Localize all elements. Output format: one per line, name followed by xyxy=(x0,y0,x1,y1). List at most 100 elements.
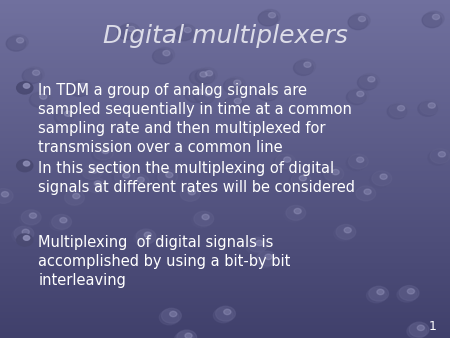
Bar xyxy=(0,47,450,49)
Circle shape xyxy=(258,86,278,101)
Bar xyxy=(0,84,450,86)
Circle shape xyxy=(269,13,276,18)
Circle shape xyxy=(387,104,407,119)
Bar xyxy=(0,142,450,144)
Circle shape xyxy=(153,49,172,64)
Bar xyxy=(0,275,450,277)
Circle shape xyxy=(192,69,211,83)
Circle shape xyxy=(346,156,366,171)
Circle shape xyxy=(438,152,446,157)
Bar xyxy=(0,93,450,95)
Bar xyxy=(0,250,450,252)
Circle shape xyxy=(50,216,69,231)
Circle shape xyxy=(428,150,448,165)
Circle shape xyxy=(348,154,368,169)
Bar xyxy=(0,101,450,103)
Bar xyxy=(0,46,450,47)
Circle shape xyxy=(195,69,215,84)
Bar xyxy=(0,255,450,257)
Bar xyxy=(0,161,450,162)
Circle shape xyxy=(17,82,33,94)
Text: In this section the multiplexing of digital
signals at different rates will be c: In this section the multiplexing of digi… xyxy=(38,161,355,195)
Circle shape xyxy=(17,160,33,172)
Circle shape xyxy=(284,157,291,162)
Bar xyxy=(0,260,450,262)
Circle shape xyxy=(273,155,293,170)
Bar xyxy=(0,296,450,297)
Bar xyxy=(0,179,450,181)
Circle shape xyxy=(52,214,72,229)
Bar xyxy=(0,2,450,3)
Circle shape xyxy=(357,91,364,97)
Bar xyxy=(0,272,450,274)
Bar xyxy=(0,226,450,228)
Bar xyxy=(0,304,450,306)
Bar xyxy=(0,225,450,226)
Bar xyxy=(0,252,450,254)
Circle shape xyxy=(248,237,268,252)
Bar xyxy=(0,144,450,145)
Circle shape xyxy=(162,308,181,323)
Bar xyxy=(0,98,450,100)
Bar xyxy=(0,308,450,309)
Bar xyxy=(0,147,450,149)
Circle shape xyxy=(40,94,47,99)
Bar xyxy=(0,281,450,282)
Bar xyxy=(0,91,450,93)
Circle shape xyxy=(275,154,295,169)
Bar xyxy=(0,284,450,286)
Circle shape xyxy=(409,322,429,337)
Circle shape xyxy=(176,24,196,39)
Bar xyxy=(0,228,450,230)
Bar xyxy=(0,174,450,176)
Circle shape xyxy=(192,213,211,228)
Bar xyxy=(0,41,450,42)
Circle shape xyxy=(119,165,126,170)
Circle shape xyxy=(163,50,170,56)
Bar xyxy=(0,316,450,318)
Circle shape xyxy=(368,76,375,82)
Text: 1: 1 xyxy=(428,320,436,333)
Bar xyxy=(0,277,450,279)
Bar xyxy=(0,24,450,25)
Circle shape xyxy=(304,62,311,67)
Bar xyxy=(0,223,450,225)
Bar xyxy=(0,118,450,120)
Bar xyxy=(0,154,450,155)
Bar xyxy=(0,319,450,321)
Circle shape xyxy=(377,289,384,295)
Circle shape xyxy=(198,68,217,82)
Bar xyxy=(0,64,450,66)
Bar xyxy=(0,324,450,326)
Bar xyxy=(0,233,450,235)
Bar xyxy=(0,10,450,12)
Circle shape xyxy=(354,188,373,202)
Bar xyxy=(0,90,450,91)
Circle shape xyxy=(194,211,214,226)
Text: Digital multiplexers: Digital multiplexers xyxy=(103,24,347,48)
Circle shape xyxy=(255,253,274,268)
Bar xyxy=(0,29,450,30)
Bar xyxy=(0,286,450,287)
Circle shape xyxy=(123,173,130,178)
Circle shape xyxy=(202,214,209,220)
Bar xyxy=(0,237,450,238)
Circle shape xyxy=(9,34,28,49)
Circle shape xyxy=(184,27,191,33)
Circle shape xyxy=(216,306,235,321)
Bar xyxy=(0,184,450,186)
Circle shape xyxy=(23,83,30,88)
Bar xyxy=(0,69,450,71)
Circle shape xyxy=(369,286,388,301)
Text: Multiplexing  of digital signals is
accomplished by using a bit-by bit
interleav: Multiplexing of digital signals is accom… xyxy=(38,235,291,288)
Bar xyxy=(0,336,450,338)
Bar xyxy=(0,150,450,152)
Circle shape xyxy=(256,240,263,246)
Bar xyxy=(0,155,450,157)
Bar xyxy=(0,76,450,78)
Circle shape xyxy=(180,187,200,201)
Circle shape xyxy=(293,61,313,75)
Bar xyxy=(0,49,450,51)
Circle shape xyxy=(364,189,371,194)
Circle shape xyxy=(80,166,100,181)
